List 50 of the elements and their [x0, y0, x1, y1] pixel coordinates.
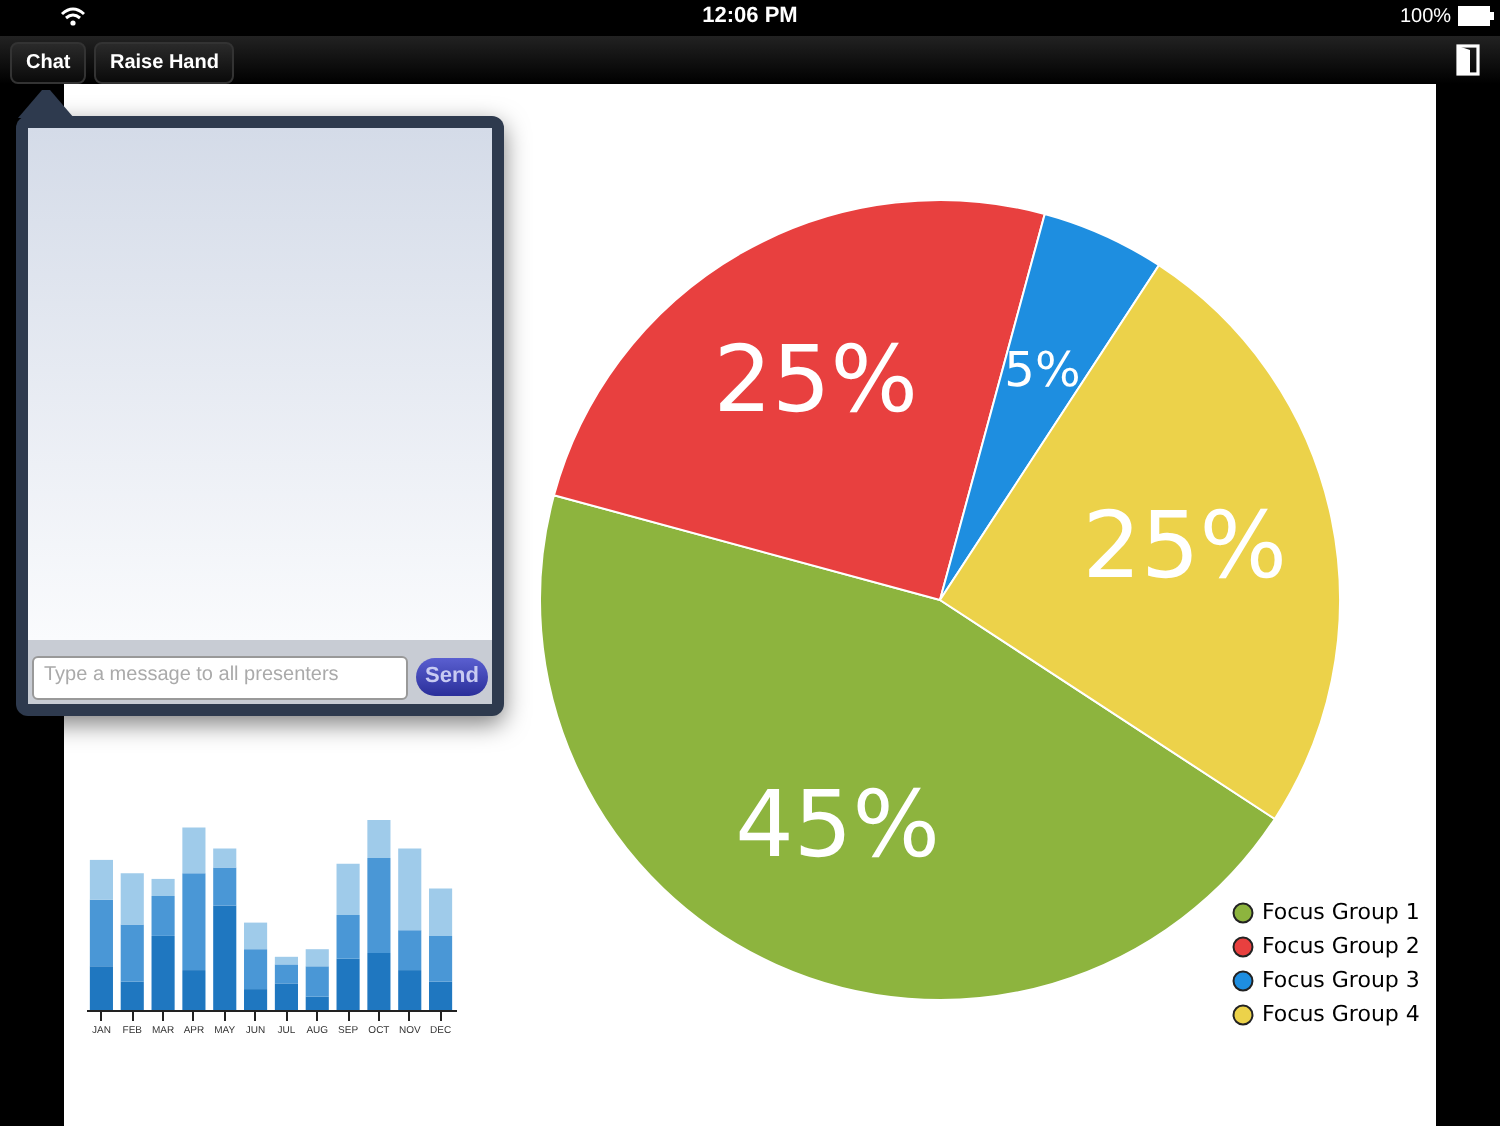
bar: [305, 996, 329, 1010]
text: Type a message to all presenters: [44, 664, 339, 686]
bar: [151, 878, 175, 896]
bar: [367, 820, 391, 858]
bar: [244, 922, 268, 950]
data-label: 5%: [1004, 341, 1081, 398]
bar: [398, 848, 422, 931]
bar: [182, 873, 206, 971]
bar: [429, 981, 453, 1010]
text: Send: [416, 658, 488, 696]
bar: [367, 858, 391, 953]
bar: [120, 924, 144, 982]
bar: [336, 915, 360, 959]
bar: [336, 958, 360, 1010]
data-label: 45%: [735, 770, 940, 879]
bar: [182, 970, 206, 1010]
legend-label: Focus Group 3: [1262, 967, 1420, 993]
bar: [89, 899, 113, 967]
legend-label: Focus Group 1: [1262, 899, 1420, 925]
bar: [244, 989, 268, 1010]
bar: [151, 935, 175, 1010]
text: 100%: [1400, 6, 1452, 28]
bar: [429, 935, 453, 982]
bar: [398, 930, 422, 971]
text: 12:06 PM: [702, 4, 798, 28]
text: Chat: [10, 42, 87, 84]
bar: [89, 859, 113, 900]
bar: [120, 981, 144, 1010]
bar: [182, 827, 206, 874]
bar: [213, 848, 237, 868]
bar: [274, 956, 298, 965]
bar: [213, 905, 237, 1010]
legend-label: Focus Group 4: [1262, 1001, 1420, 1027]
bar: [274, 983, 298, 1010]
bar: [151, 896, 175, 936]
legend-label: Focus Group 2: [1262, 933, 1420, 959]
bar: [305, 949, 329, 967]
bar: [367, 953, 391, 1010]
text: Raise Hand: [94, 42, 235, 84]
bar: [244, 949, 268, 990]
bar: [89, 966, 113, 1010]
bar: [398, 970, 422, 1010]
bar: [429, 888, 453, 936]
data-label: 25%: [1082, 490, 1287, 599]
bar: [120, 873, 144, 925]
data-label: 25%: [713, 325, 918, 434]
bar: [213, 867, 237, 906]
bar: [336, 863, 360, 915]
bar: [305, 966, 329, 997]
bar: [274, 964, 298, 984]
